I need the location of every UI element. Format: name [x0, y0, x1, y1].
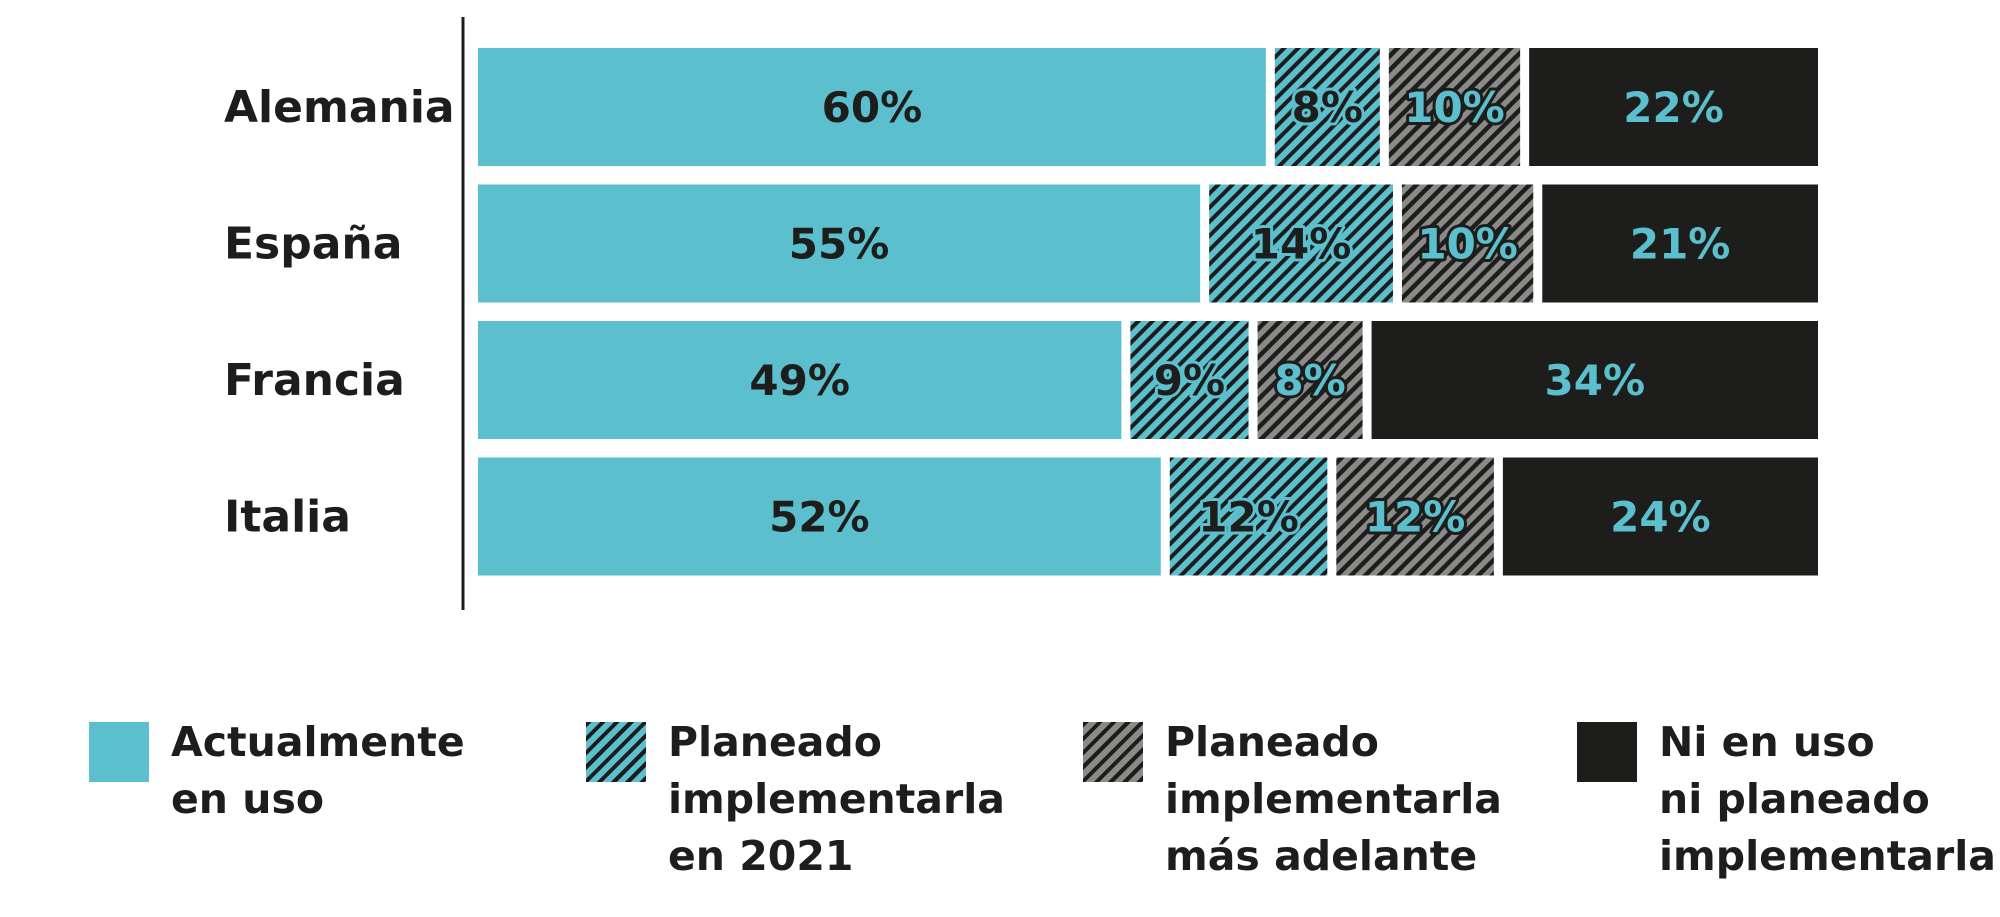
legend-item-ni-en-uso: Ni en uso ni planeado implementarla — [1577, 718, 1996, 885]
bar-value-label: 8% — [1274, 356, 1345, 405]
bar-segment — [478, 321, 1122, 439]
legend-label-line: implementarla — [1659, 832, 1996, 880]
bar-segment — [1336, 457, 1494, 576]
category-label: Italia — [224, 492, 351, 543]
bar-value-label: 10% — [1417, 220, 1518, 269]
bar-segment — [1388, 48, 1521, 166]
category-labels: Alemania España Francia Italia — [224, 82, 455, 543]
legend-label-line: Planeado — [1165, 718, 1379, 766]
bar-segment — [1274, 48, 1380, 166]
legend-swatch-solid-teal — [89, 722, 149, 782]
legend-swatch-hatched-grey — [1083, 722, 1143, 782]
bar-segment — [1130, 321, 1249, 439]
legend-swatch-hatched-teal — [586, 722, 646, 782]
legend-item-planeado-mas-adelante: Planeado implementarla más adelante — [1083, 718, 1502, 885]
legend: Actualmente en uso Planeado implementarl… — [0, 718, 2000, 902]
bar-segment — [1371, 321, 1818, 439]
bar-value-label: 21% — [1630, 220, 1731, 269]
bar-value-label: 10% — [1404, 83, 1505, 132]
legend-label-line: Actualmente — [171, 718, 465, 766]
legend-label-line: Ni en uso — [1659, 718, 1875, 766]
bar-value-label: 24% — [1610, 493, 1711, 542]
bar-value-label: 49% — [749, 356, 850, 405]
bar-value-label: 22% — [1623, 83, 1724, 132]
bar-segment — [1502, 457, 1818, 576]
bar-value-label: 34% — [1545, 356, 1646, 405]
value-labels: 60% 8% 10% 22% 55% 14% 10% 21% 49% 9% 8% 34% 52% 12% 1… — [749, 80, 1731, 545]
bar-segment — [1209, 184, 1393, 303]
bar-segment — [1257, 321, 1363, 439]
bar-value-label: 14% — [1251, 220, 1352, 269]
legend-item-planeado-2021: Planeado implementarla en 2021 — [586, 718, 1005, 885]
category-label: España — [224, 219, 402, 270]
bar-segment — [1542, 184, 1818, 303]
bar-segment — [1401, 184, 1534, 303]
bar-segment — [1529, 48, 1818, 166]
bar-value-label: 12% — [1365, 493, 1466, 542]
bar-value-label: 60% — [822, 83, 923, 132]
legend-item-actualmente-en-uso: Actualmente en uso — [89, 718, 465, 828]
category-label: Francia — [224, 355, 405, 406]
legend-label-line: implementarla — [668, 775, 1005, 823]
bar-value-label: 12% — [1198, 493, 1299, 542]
stacked-bar-chart: Alemania España Francia Italia 60% 8% 10% 22% 5… — [224, 17, 1818, 610]
legend-label-line: más adelante — [1165, 832, 1478, 880]
bar-value-label: 9% — [1154, 356, 1225, 405]
bar-segment — [1169, 457, 1328, 576]
legend-label-line: en 2021 — [668, 832, 854, 880]
bar-value-label: 52% — [769, 493, 870, 542]
legend-label-line: en uso — [171, 775, 325, 823]
legend-label-line: Planeado — [668, 718, 882, 766]
bar-segment — [478, 184, 1201, 303]
bars — [478, 48, 1818, 576]
legend-label-line: ni planeado — [1659, 775, 1930, 823]
bar-segment — [478, 48, 1266, 166]
legend-label-line: implementarla — [1165, 775, 1502, 823]
category-label: Alemania — [224, 82, 455, 133]
bar-value-label: 55% — [789, 220, 890, 269]
bar-value-label: 8% — [1292, 83, 1363, 132]
legend-swatch-solid-black — [1577, 722, 1637, 782]
bar-segment — [478, 457, 1161, 576]
